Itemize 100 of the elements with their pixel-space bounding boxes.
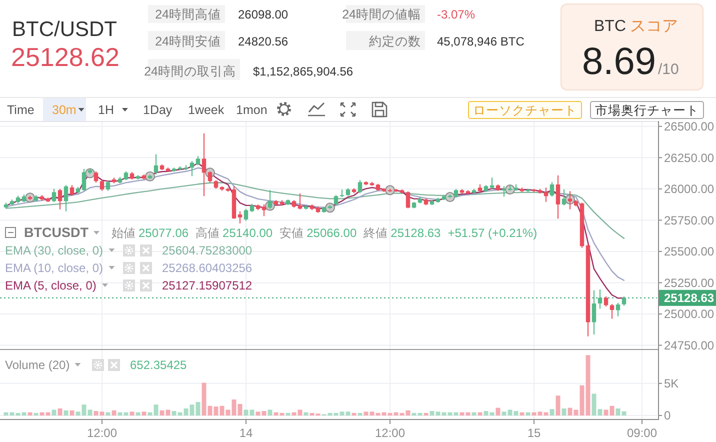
candlestick	[190, 160, 194, 177]
text: 約定の数	[369, 34, 421, 48]
candlestick	[52, 188, 56, 203]
text: EMA (10, close, 0)	[5, 261, 104, 275]
x-tick-label: 15	[527, 426, 541, 440]
text: 45,078,946 BTC	[437, 34, 525, 48]
text: 1week	[188, 103, 225, 117]
annotation: 始値	[111, 226, 136, 240]
bar	[142, 412, 146, 416]
candlestick	[502, 186, 506, 198]
annotation: 安値	[280, 226, 304, 240]
candlestick	[616, 302, 620, 317]
text: BTC/USDT	[12, 18, 118, 41]
bar	[424, 412, 428, 416]
bar	[304, 412, 308, 416]
annotation: BTCUSDT	[24, 225, 90, 240]
bar	[472, 412, 476, 416]
y-tick-label: 5K	[664, 376, 679, 391]
text: EMA (30, close, 0)	[5, 244, 104, 258]
candlestick	[598, 288, 602, 310]
bar	[352, 412, 356, 416]
y-tick-label: 26500.00	[664, 120, 714, 134]
bar	[106, 412, 110, 416]
candlestick	[106, 180, 110, 192]
candlestick	[70, 184, 74, 196]
bar	[556, 396, 560, 416]
text: $1,152,865,904.56	[253, 64, 354, 78]
x-tick-label: 14	[239, 426, 253, 440]
bar	[58, 408, 62, 416]
annotation: 25604.75283000	[162, 244, 252, 258]
text: 24時間の取引高	[144, 64, 236, 78]
y-tick-label: 26000.00	[664, 182, 714, 196]
y-tick-label: 24750.00	[664, 338, 714, 352]
candlestick	[610, 303, 614, 320]
bar	[52, 410, 56, 416]
bar	[268, 410, 272, 416]
bar	[28, 412, 32, 416]
text: 1Day	[143, 103, 173, 117]
text: スコア	[630, 18, 678, 35]
y-tick-label: 25500.00	[664, 244, 714, 259]
text: BTC	[594, 18, 626, 35]
bar	[64, 410, 68, 416]
text: 24時間高値	[155, 6, 221, 22]
annotation: 25268.60403256	[162, 261, 252, 275]
bar	[526, 412, 530, 416]
text: 26098.00	[238, 8, 288, 22]
text: Time	[7, 103, 34, 117]
text: 1mon	[236, 103, 268, 117]
candlestick	[268, 190, 272, 210]
bar	[520, 412, 524, 416]
x-tick-label: 09:00	[626, 426, 658, 440]
candlestick	[202, 132, 206, 197]
candlestick	[556, 174, 560, 220]
bar	[112, 410, 116, 416]
y-tick-label: 26250.00	[664, 150, 714, 165]
candlestick	[82, 168, 86, 192]
text: /10	[658, 61, 679, 78]
bar	[478, 412, 482, 416]
candlestick	[544, 187, 548, 202]
text: 30m	[52, 103, 76, 117]
annotation: 25066.00	[306, 226, 357, 240]
text: -3.07%	[437, 8, 476, 22]
candlestick	[208, 170, 212, 184]
text: 25128.62	[11, 42, 120, 72]
candlestick	[154, 154, 158, 176]
x-tick-label: 12:00	[86, 426, 118, 440]
text: 1H	[98, 103, 114, 117]
text: Volume (20)	[5, 358, 70, 372]
bar	[496, 408, 500, 416]
text: 8.69	[582, 41, 656, 83]
annotation: 25140.00	[222, 226, 273, 240]
bar	[286, 412, 290, 416]
bar	[130, 412, 134, 416]
candlestick	[244, 208, 248, 222]
text: 24820.56	[238, 34, 288, 48]
annotation: 25077.06	[138, 226, 189, 240]
text: ローソクチャート	[473, 104, 577, 118]
candlestick	[238, 210, 242, 224]
bar	[562, 408, 566, 416]
candlestick	[64, 184, 68, 212]
candlestick	[100, 180, 104, 192]
candlestick	[94, 170, 98, 184]
candlestick	[358, 180, 362, 194]
y-tick-label: 25000.00	[664, 307, 714, 322]
annotation: 652.35425	[130, 358, 188, 372]
candlestick	[550, 182, 554, 198]
bar	[34, 412, 38, 416]
text: 24時間安値	[155, 34, 221, 48]
text: EMA (5, close, 0)	[5, 278, 96, 292]
y-tick-label: 25250.00	[664, 276, 714, 290]
annotation: 25128.63	[390, 226, 442, 240]
text: 24時間の値幅	[342, 8, 421, 22]
y-tick-label: 0	[664, 408, 671, 423]
text: 市場奥行チャート	[595, 104, 699, 118]
x-tick-label: 12:00	[374, 426, 406, 440]
candlestick	[58, 188, 62, 210]
bar	[358, 412, 362, 416]
candlestick	[604, 296, 608, 307]
annotation: 終値	[362, 226, 388, 240]
bar	[550, 409, 554, 416]
